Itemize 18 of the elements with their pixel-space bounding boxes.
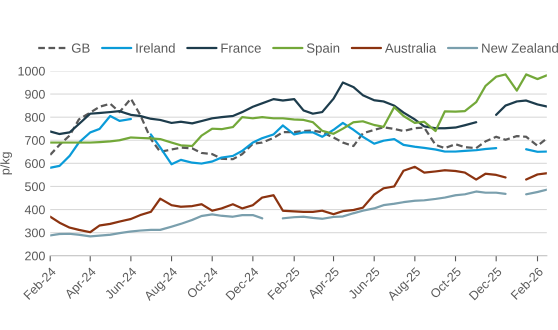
y-tick-label: 900 <box>25 90 45 99</box>
y-tick-label: 1000 <box>18 66 45 76</box>
legend-label: New Zealand <box>482 43 558 53</box>
legend-label: Spain <box>306 43 340 56</box>
legend-label: Australia <box>384 43 436 53</box>
y-tick-label: 500 <box>25 182 45 192</box>
line-series <box>50 98 547 160</box>
y-tick-label: 400 <box>24 205 45 214</box>
y-tick-label: 700 <box>25 136 45 145</box>
y-tick-label: 300 <box>24 228 45 238</box>
y-tick-label: 800 <box>25 112 45 122</box>
legend-label: Ireland <box>136 43 175 53</box>
y-tick-label: 600 <box>25 159 45 168</box>
line-series <box>50 73 547 148</box>
legend-label: GB <box>72 43 90 53</box>
legend-label: France <box>221 44 261 53</box>
y-tick-label: 200 <box>25 252 45 260</box>
y-axis-title: p/kg <box>0 152 12 174</box>
